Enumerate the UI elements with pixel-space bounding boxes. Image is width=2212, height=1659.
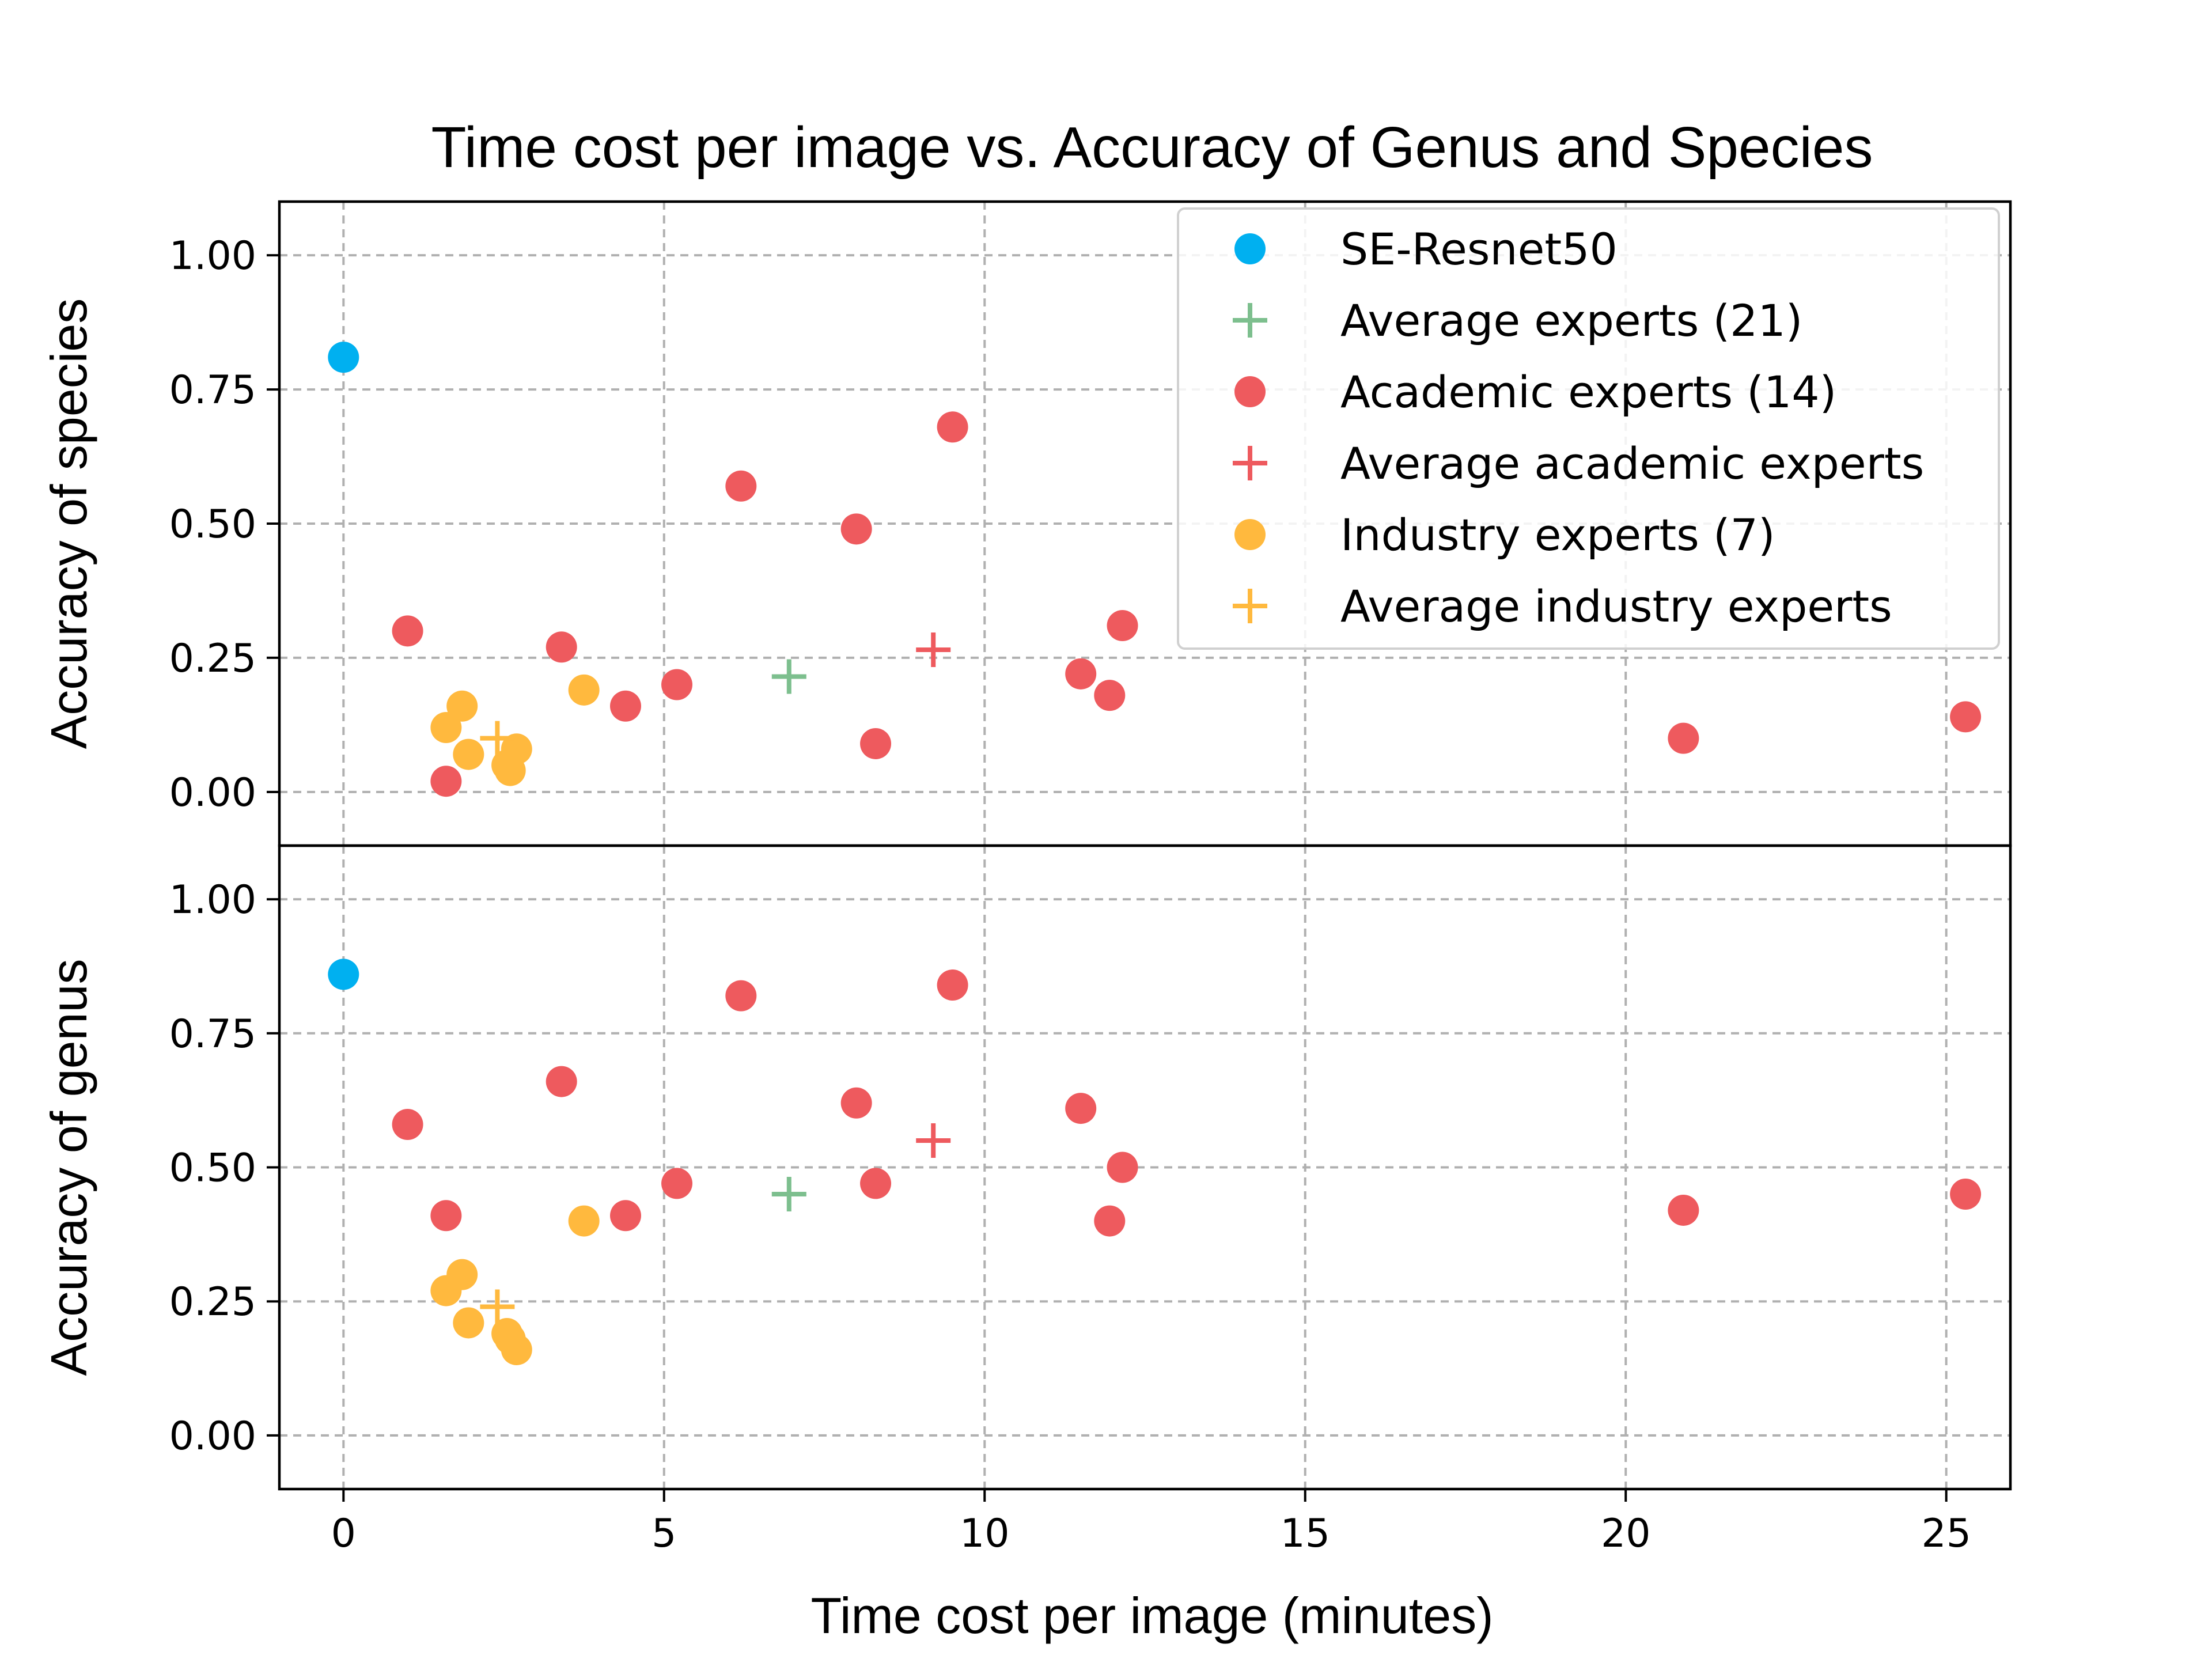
data-point bbox=[840, 513, 872, 545]
data-point bbox=[568, 674, 600, 706]
data-point bbox=[610, 1200, 641, 1232]
legend-marker bbox=[1234, 376, 1266, 407]
y-tick-label: 1.00 bbox=[169, 233, 256, 279]
data-point bbox=[916, 632, 951, 667]
data-point bbox=[446, 1259, 478, 1290]
data-point bbox=[328, 342, 359, 373]
y-tick-label: 0.00 bbox=[169, 1414, 256, 1459]
data-point bbox=[860, 1168, 892, 1199]
y-tick-label: 0.50 bbox=[169, 1146, 256, 1191]
data-point bbox=[392, 1109, 423, 1141]
y-tick-label: 0.50 bbox=[169, 502, 256, 547]
data-point bbox=[725, 980, 757, 1012]
data-point bbox=[1065, 1093, 1097, 1124]
data-point bbox=[771, 1177, 806, 1212]
legend-marker bbox=[1234, 233, 1266, 264]
legend: SE-Resnet50 Average experts (21) Academic … bbox=[1177, 207, 2000, 650]
y-tick-label: 0.25 bbox=[169, 1279, 256, 1325]
y-tick-label: 1.00 bbox=[169, 877, 256, 923]
data-point bbox=[453, 1307, 484, 1339]
data-point bbox=[1668, 722, 1699, 754]
legend-entry-label: Industry experts (7) bbox=[1340, 509, 1775, 560]
legend-entry-label: Average academic experts bbox=[1340, 438, 1924, 489]
x-axis-label: Time cost per image (minutes) bbox=[810, 1587, 1493, 1644]
data-point bbox=[430, 766, 462, 797]
data-point bbox=[328, 959, 359, 990]
data-point bbox=[1950, 1179, 1982, 1210]
data-point bbox=[430, 712, 462, 744]
x-tick-label: 0 bbox=[331, 1511, 356, 1556]
x-tick-label: 5 bbox=[652, 1511, 676, 1556]
legend-marker bbox=[1233, 589, 1267, 623]
legend-entry-label: SE-Resnet50 bbox=[1340, 224, 1618, 275]
y-axis-label: Accuracy of genus bbox=[40, 959, 97, 1376]
data-point bbox=[937, 411, 968, 443]
data-point bbox=[1094, 680, 1126, 711]
data-point bbox=[501, 733, 532, 765]
data-point bbox=[1107, 610, 1138, 642]
data-point bbox=[860, 728, 892, 759]
legend-entry-label: Academic experts (14) bbox=[1340, 366, 1836, 418]
y-tick-label: 0.75 bbox=[169, 1012, 256, 1057]
y-axis-label: Accuracy of species bbox=[40, 298, 97, 749]
data-point bbox=[725, 470, 757, 502]
data-point bbox=[480, 721, 515, 756]
data-point bbox=[771, 659, 806, 694]
data-point bbox=[430, 1200, 462, 1232]
data-point bbox=[1107, 1152, 1138, 1183]
data-point bbox=[1094, 1205, 1126, 1237]
legend-entry-label: Average industry experts bbox=[1340, 581, 1892, 632]
x-tick-label: 15 bbox=[1280, 1511, 1330, 1556]
y-tick-label: 0.75 bbox=[169, 368, 256, 413]
y-tick-label: 0.00 bbox=[169, 770, 256, 816]
plot-frame bbox=[278, 844, 2012, 1491]
data-point bbox=[546, 1066, 577, 1097]
data-point bbox=[446, 690, 478, 722]
legend-entry-label: Average experts (21) bbox=[1340, 295, 1802, 346]
data-point bbox=[916, 1123, 951, 1158]
x-tick-label: 25 bbox=[1921, 1511, 1971, 1556]
data-point bbox=[937, 969, 968, 1001]
data-point bbox=[1065, 658, 1097, 690]
data-point bbox=[840, 1087, 872, 1119]
data-point bbox=[453, 738, 484, 770]
data-point bbox=[661, 1168, 693, 1199]
x-axis: 0 5 10 15 20 25 bbox=[331, 1489, 1971, 1556]
data-point bbox=[546, 631, 577, 663]
data-point bbox=[1950, 701, 1982, 733]
chart-title: Time cost per image vs. Accuracy of Genu… bbox=[431, 115, 1873, 180]
data-point bbox=[480, 1289, 515, 1324]
x-tick-label: 20 bbox=[1601, 1511, 1651, 1556]
legend-marker bbox=[1234, 519, 1266, 550]
data-point bbox=[568, 1205, 600, 1237]
legend-marker bbox=[1233, 446, 1267, 480]
x-tick-label: 10 bbox=[960, 1511, 1010, 1556]
legend-marker bbox=[1233, 303, 1267, 338]
y-tick-label: 0.25 bbox=[169, 636, 256, 681]
data-point bbox=[610, 690, 641, 722]
data-point bbox=[392, 615, 423, 647]
legend-box bbox=[1177, 207, 2000, 650]
bottom-panel: 0.00 0.25 0.50 0.75 1.00 Accuracy of genus bbox=[40, 844, 2012, 1491]
data-point bbox=[501, 1334, 532, 1365]
data-point bbox=[661, 669, 693, 700]
data-point bbox=[1668, 1194, 1699, 1226]
